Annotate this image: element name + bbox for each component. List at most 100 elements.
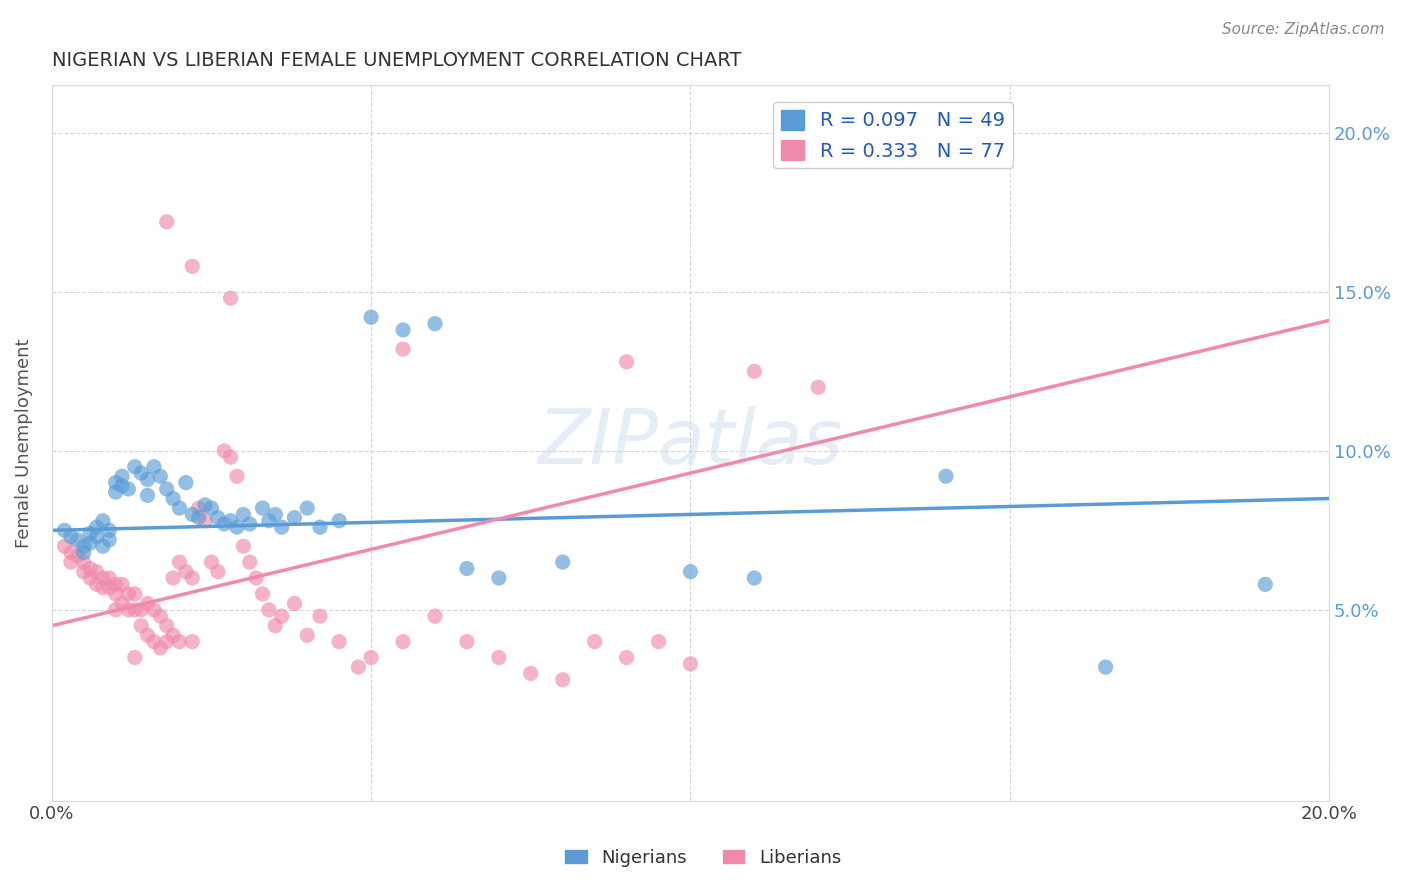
- Point: [270, 609, 292, 624]
- Legend: Nigerians, Liberians: Nigerians, Liberians: [558, 842, 848, 874]
- Point: [59, 545, 82, 559]
- Point: [86, 530, 108, 544]
- Point: [98, 571, 121, 585]
- Point: [142, 634, 165, 648]
- Point: [679, 657, 702, 671]
- Point: [212, 516, 235, 531]
- Point: [647, 634, 669, 648]
- Point: [111, 597, 134, 611]
- Point: [129, 603, 152, 617]
- Point: [53, 524, 76, 538]
- Point: [73, 565, 96, 579]
- Point: [264, 508, 287, 522]
- Point: [935, 469, 957, 483]
- Point: [124, 459, 146, 474]
- Point: [423, 609, 446, 624]
- Point: [156, 215, 179, 229]
- Point: [283, 510, 305, 524]
- Point: [73, 555, 96, 569]
- Point: [742, 364, 765, 378]
- Point: [360, 310, 382, 325]
- Point: [551, 673, 574, 687]
- Point: [169, 634, 191, 648]
- Point: [742, 571, 765, 585]
- Point: [200, 555, 222, 569]
- Point: [181, 260, 204, 274]
- Point: [488, 650, 510, 665]
- Point: [124, 650, 146, 665]
- Point: [520, 666, 543, 681]
- Point: [73, 545, 96, 559]
- Point: [200, 501, 222, 516]
- Point: [91, 581, 114, 595]
- Point: [86, 565, 108, 579]
- Point: [66, 533, 89, 547]
- Point: [162, 571, 184, 585]
- Point: [174, 565, 197, 579]
- Point: [53, 539, 76, 553]
- Legend: R = 0.097   N = 49, R = 0.333   N = 77: R = 0.097 N = 49, R = 0.333 N = 77: [773, 102, 1012, 169]
- Point: [207, 565, 229, 579]
- Point: [136, 628, 159, 642]
- Point: [117, 603, 139, 617]
- Point: [117, 587, 139, 601]
- Point: [187, 501, 209, 516]
- Point: [104, 485, 127, 500]
- Point: [111, 577, 134, 591]
- Point: [98, 533, 121, 547]
- Point: [456, 561, 478, 575]
- Point: [328, 634, 350, 648]
- Point: [212, 443, 235, 458]
- Point: [232, 508, 254, 522]
- Point: [149, 640, 172, 655]
- Point: [456, 634, 478, 648]
- Text: Source: ZipAtlas.com: Source: ZipAtlas.com: [1222, 22, 1385, 37]
- Point: [59, 530, 82, 544]
- Point: [392, 342, 415, 356]
- Y-axis label: Female Unemployment: Female Unemployment: [15, 338, 32, 548]
- Point: [136, 488, 159, 502]
- Point: [98, 581, 121, 595]
- Point: [616, 650, 638, 665]
- Point: [149, 469, 172, 483]
- Point: [169, 555, 191, 569]
- Point: [136, 472, 159, 486]
- Point: [257, 514, 280, 528]
- Text: NIGERIAN VS LIBERIAN FEMALE UNEMPLOYMENT CORRELATION CHART: NIGERIAN VS LIBERIAN FEMALE UNEMPLOYMENT…: [52, 51, 741, 70]
- Point: [142, 603, 165, 617]
- Point: [111, 479, 134, 493]
- Point: [79, 561, 101, 575]
- Point: [392, 634, 415, 648]
- Point: [59, 555, 82, 569]
- Point: [149, 609, 172, 624]
- Point: [86, 520, 108, 534]
- Point: [156, 618, 179, 632]
- Point: [86, 577, 108, 591]
- Point: [194, 514, 217, 528]
- Point: [129, 466, 152, 480]
- Point: [91, 539, 114, 553]
- Point: [142, 459, 165, 474]
- Point: [583, 634, 606, 648]
- Point: [91, 514, 114, 528]
- Point: [347, 660, 370, 674]
- Point: [551, 555, 574, 569]
- Point: [104, 603, 127, 617]
- Point: [66, 549, 89, 563]
- Point: [73, 539, 96, 553]
- Point: [91, 571, 114, 585]
- Point: [207, 510, 229, 524]
- Point: [162, 628, 184, 642]
- Point: [181, 571, 204, 585]
- Point: [181, 508, 204, 522]
- Point: [79, 571, 101, 585]
- Point: [423, 317, 446, 331]
- Point: [679, 565, 702, 579]
- Point: [162, 491, 184, 506]
- Point: [239, 555, 262, 569]
- Point: [616, 355, 638, 369]
- Point: [309, 520, 332, 534]
- Point: [104, 475, 127, 490]
- Point: [174, 475, 197, 490]
- Text: ZIPatlas: ZIPatlas: [537, 406, 844, 480]
